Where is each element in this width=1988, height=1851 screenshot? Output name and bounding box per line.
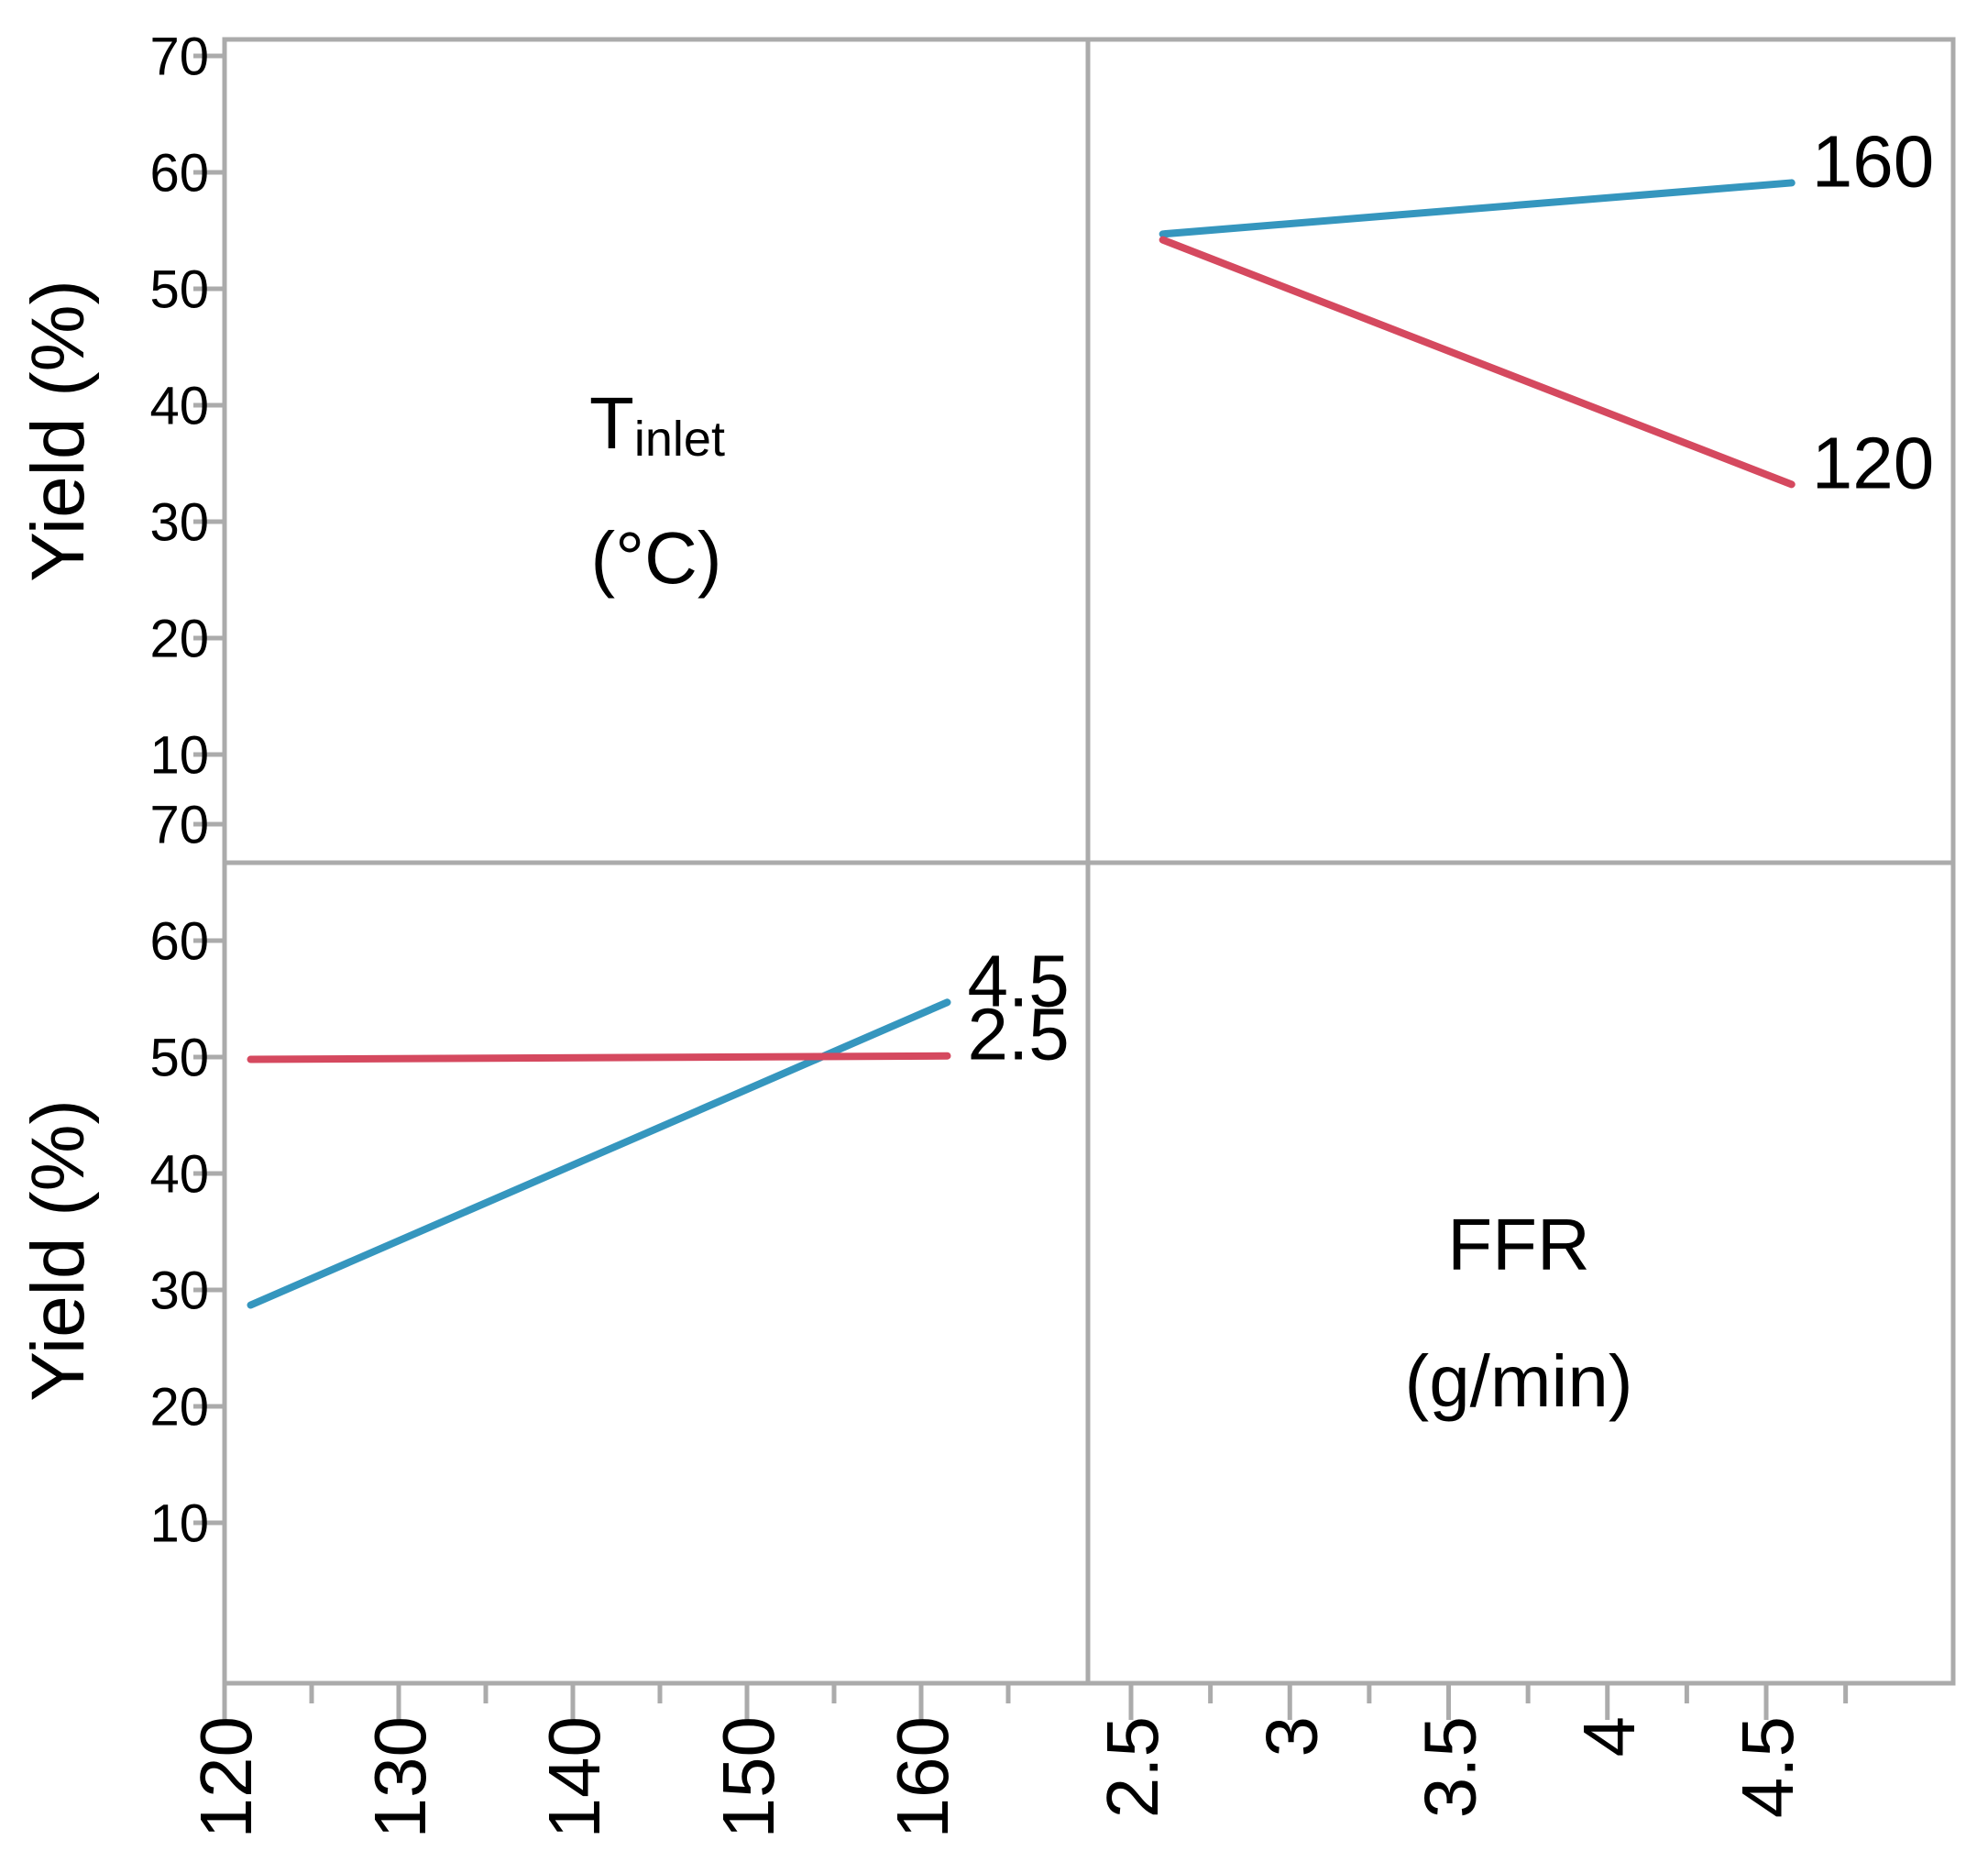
factor-label-tinlet: Tinlet [589, 381, 725, 468]
x-tick-label: 140 [533, 1716, 615, 1838]
y-tick-label: 20 [149, 1377, 209, 1437]
tick-marks [193, 53, 1849, 1720]
x-tick-label: 4.5 [1727, 1716, 1808, 1818]
y-tick-label: 20 [149, 609, 209, 668]
y-tick-label: 10 [149, 1493, 209, 1553]
series-end-label: 4.5 [968, 940, 1070, 1021]
tick-and-series-labels: 70 60 50 40 30 20 10 2.5 3 3.5 4 4.5 160 120 70 60 50 40 3… [149, 27, 1934, 1838]
series-line-4.5 [247, 998, 951, 1309]
factor-label-tinlet-subscript: inlet [633, 412, 725, 467]
y-tick-label: 40 [149, 1144, 209, 1204]
y-axis-title-top: Yield (%) [16, 280, 100, 582]
x-tick-label: 130 [359, 1716, 441, 1838]
factor-label-ffr-unit: (g/min) [1404, 1340, 1633, 1422]
y-tick-label: 70 [149, 27, 209, 86]
y-axis-title-bottom: Yield (%) [16, 1099, 100, 1402]
series-line-120 [1159, 236, 1796, 489]
x-tick-label: 150 [708, 1716, 789, 1838]
x-tick-label: 160 [882, 1716, 963, 1838]
series-end-label: 2.5 [968, 994, 1070, 1075]
x-tick-label: 4 [1568, 1716, 1650, 1757]
y-tick-label: 30 [149, 492, 209, 552]
factor-label-tinlet-main: T [589, 382, 634, 464]
y-tick-label: 50 [149, 259, 209, 319]
y-tick-label: 70 [149, 795, 209, 854]
x-tick-label: 3 [1250, 1716, 1332, 1757]
y-tick-label: 40 [149, 376, 209, 435]
series-end-label: 120 [1812, 422, 1934, 503]
x-tick-label: 2.5 [1092, 1716, 1173, 1818]
series-line-2.5 [247, 1052, 951, 1063]
y-tick-label: 50 [149, 1028, 209, 1087]
y-tick-label: 10 [149, 725, 209, 785]
factor-label-tinlet-unit: (°C) [590, 517, 722, 599]
y-tick-label: 60 [149, 143, 209, 203]
x-tick-label: 3.5 [1410, 1716, 1491, 1818]
series-end-label: 160 [1812, 120, 1934, 202]
x-tick-label: 120 [185, 1716, 267, 1838]
series-line-160 [1159, 179, 1796, 238]
y-tick-label: 60 [149, 911, 209, 971]
factor-label-ffr: FFR [1447, 1204, 1590, 1285]
series-lines [247, 179, 1796, 1309]
y-tick-label: 30 [149, 1261, 209, 1320]
